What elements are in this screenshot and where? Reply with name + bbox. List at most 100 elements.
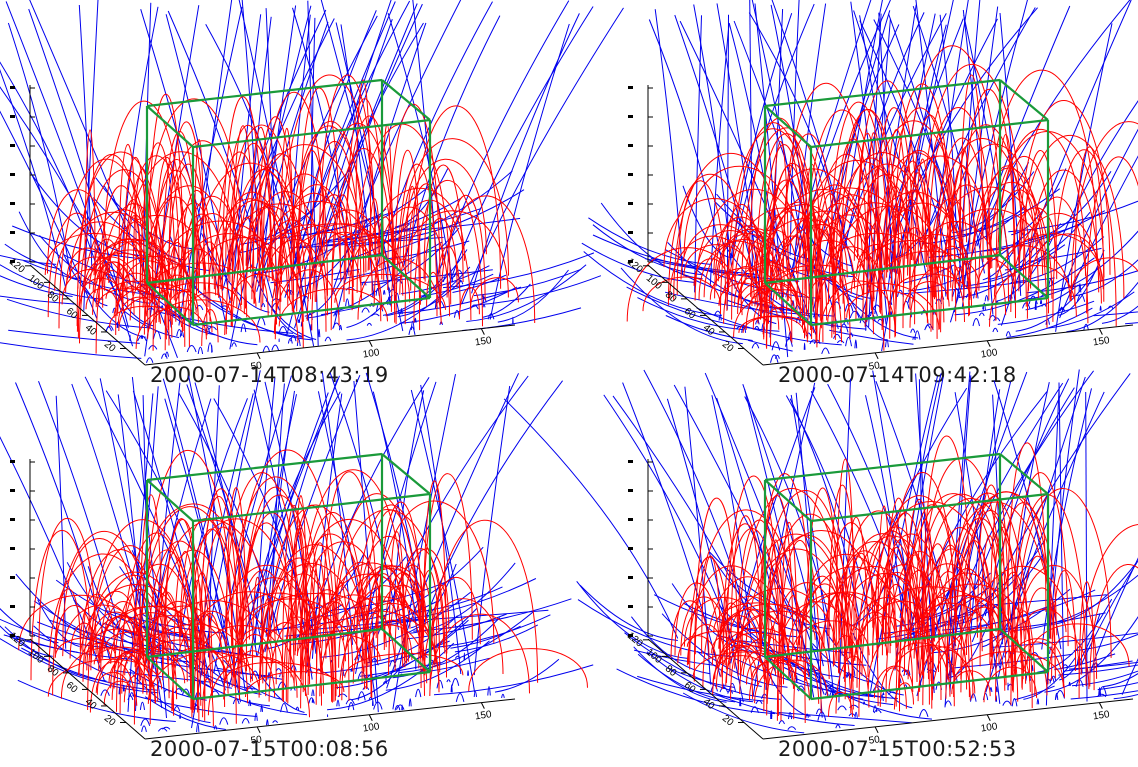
short-field-line — [129, 692, 135, 697]
closed-field-loop — [66, 247, 110, 283]
closed-field-loop — [730, 645, 753, 699]
closed-field-loop — [138, 494, 164, 684]
open-field-line — [241, 0, 259, 248]
short-field-line — [1107, 305, 1114, 309]
short-field-line — [835, 724, 841, 729]
closed-field-loop — [439, 195, 536, 324]
closed-field-loop — [686, 630, 757, 647]
short-field-line — [366, 322, 372, 326]
computational-box — [763, 78, 1050, 327]
short-field-line — [347, 702, 355, 711]
box-edge — [146, 656, 194, 700]
closed-field-loop — [737, 277, 762, 308]
short-field-line — [176, 329, 183, 337]
closed-field-loop — [796, 187, 907, 252]
y-tick-label: 120 — [7, 256, 27, 275]
closed-field-loop — [199, 496, 239, 669]
closed-field-loop — [468, 648, 588, 692]
short-field-line — [919, 708, 929, 718]
open-field-line — [131, 377, 167, 719]
short-field-line — [770, 354, 779, 363]
closed-field-loop — [828, 691, 853, 717]
open-field-line — [1023, 656, 1077, 700]
closed-field-loop — [986, 69, 1098, 262]
closed-field-loop — [145, 450, 233, 644]
closed-field-loop — [952, 651, 1064, 689]
closed-field-loop — [95, 671, 130, 693]
closed-field-loop — [960, 510, 1023, 688]
closed-field-loop — [719, 602, 743, 648]
closed-field-loop — [924, 107, 991, 252]
closed-field-loop — [121, 655, 144, 694]
closed-field-loop — [975, 245, 1071, 302]
short-field-line — [778, 720, 785, 725]
closed-field-loop — [1029, 233, 1102, 287]
short-field-line — [100, 689, 110, 696]
closed-field-loop — [158, 140, 245, 323]
open-field-line — [1054, 653, 1116, 671]
short-field-line — [219, 717, 229, 725]
z-tick-label-mark — [10, 86, 15, 89]
short-field-line — [463, 652, 466, 661]
closed-field-loop — [698, 240, 777, 300]
closed-field-loop — [945, 517, 1014, 699]
short-field-line — [231, 342, 237, 347]
short-field-line — [152, 330, 162, 340]
open-field-line — [896, 585, 992, 627]
closed-field-loop — [787, 592, 888, 658]
short-field-line — [450, 684, 453, 693]
closed-field-loop — [871, 572, 922, 662]
short-field-line — [1039, 299, 1043, 305]
short-field-line — [770, 709, 773, 720]
closed-field-loop — [718, 603, 824, 650]
closed-field-loop — [944, 568, 993, 658]
short-field-line — [196, 723, 200, 733]
closed-field-loop — [798, 591, 898, 649]
z-tick-label-mark — [628, 547, 633, 550]
z-tick-label-mark — [10, 231, 15, 234]
open-field-line — [735, 658, 874, 698]
z-tick-label-mark — [628, 144, 633, 147]
closed-field-loop — [737, 487, 846, 664]
closed-field-loop — [224, 661, 338, 690]
short-field-line — [1034, 300, 1037, 310]
open-field-line — [28, 8, 129, 328]
open-field-line — [38, 381, 128, 664]
closed-field-loop — [93, 238, 121, 276]
closed-field-loop — [850, 600, 949, 689]
z-tick-label-mark — [628, 115, 633, 118]
closed-field-loop — [767, 539, 784, 686]
open-field-line — [385, 640, 490, 691]
short-field-line — [362, 686, 370, 691]
box-edge — [146, 282, 194, 326]
open-field-line — [8, 329, 140, 344]
closed-field-loop — [201, 309, 219, 347]
computational-box — [145, 452, 432, 701]
open-field-line — [654, 9, 684, 276]
short-field-line — [910, 328, 916, 333]
closed-field-loop — [751, 660, 810, 677]
x-tick-label: 100 — [362, 347, 380, 360]
closed-field-loop — [144, 279, 173, 325]
short-field-line — [436, 679, 444, 689]
closed-field-loop — [152, 591, 181, 655]
short-field-line — [728, 682, 736, 692]
closed-field-loop — [737, 280, 799, 306]
closed-field-loop — [1012, 472, 1069, 647]
short-field-line — [254, 712, 258, 721]
short-field-line — [1028, 295, 1038, 305]
closed-field-loop — [171, 610, 249, 712]
closed-field-loop — [149, 639, 178, 700]
closed-field-loop — [322, 573, 411, 634]
closed-field-loop — [133, 503, 250, 646]
box-edge — [381, 79, 431, 121]
closed-field-loop — [858, 526, 933, 717]
closed-field-loop — [988, 131, 1105, 280]
x-tick — [874, 352, 879, 360]
open-field-line — [346, 266, 471, 341]
short-field-line — [1057, 307, 1066, 312]
closed-field-loop — [424, 598, 504, 675]
short-field-line — [160, 305, 164, 309]
closed-field-loop — [812, 202, 863, 262]
open-field-line — [981, 210, 1106, 252]
